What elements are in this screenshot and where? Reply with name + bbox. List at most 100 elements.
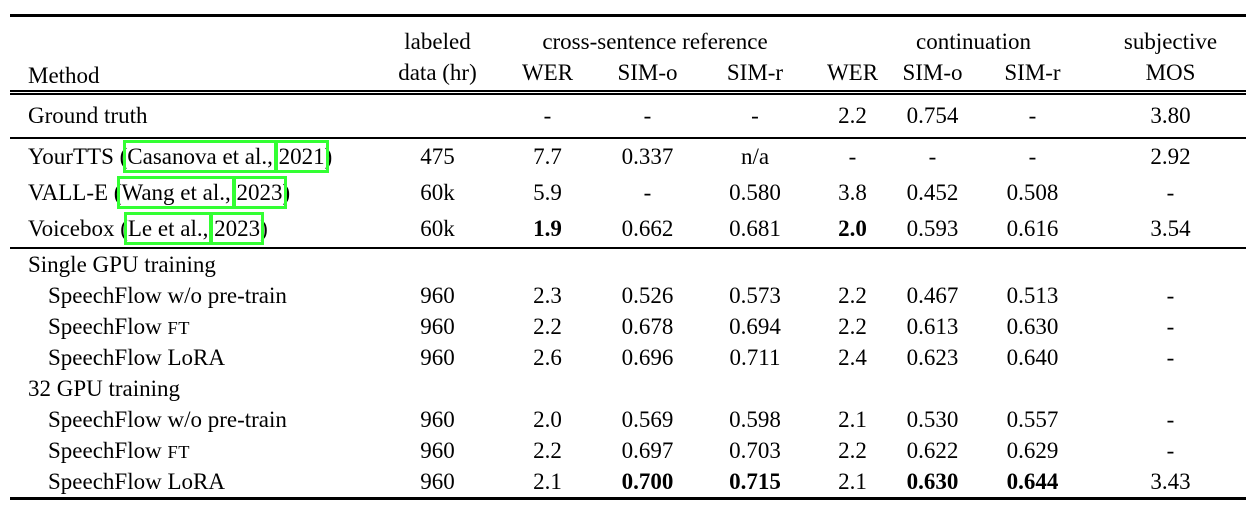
cell: 0.530 [906,406,959,432]
cell: 0.703 [729,437,781,463]
cell: 2.0 [533,406,562,432]
col-header-subjective-line1: subjective [1123,29,1218,54]
cell: - [970,137,1095,175]
cell: 0.616 [1006,216,1059,241]
cell: 5.9 [533,180,562,205]
method-label: Voicebox ( [28,216,128,241]
method-label: SpeechFlow [48,344,168,370]
cell: 0.622 [906,437,959,463]
table-row-yourtts: YourTTS (Casanova et al., 2021) 475 7.7 … [10,137,1246,175]
cell: 0.696 [621,344,674,370]
col-header-sim-o-cross: SIM-o [595,56,700,95]
cell: 2.2 [838,313,867,339]
cell: 2.4 [838,344,867,370]
cell: 960 [420,282,455,308]
citation-link-year[interactable]: 2023 [210,212,265,245]
table-row-ground-truth: Ground truth - - - 2.2 0.754 - 3.80 [10,93,1246,139]
method-cell: SpeechFlow FT [10,435,375,466]
cell: 0.678 [621,313,674,339]
cell: 0.508 [1006,180,1059,205]
method-label-suffix: ) [282,180,291,205]
col-header-method: Method [10,15,375,95]
cell: 475 [375,137,500,175]
method-label-suffix: ) [324,144,333,169]
cell: - [1166,344,1175,370]
cell: 2.1 [533,468,562,494]
cell: 0.593 [906,216,959,241]
cell: 0.452 [906,180,959,205]
cell: 0.337 [595,137,700,175]
col-header-wer-cont: WER [810,56,895,95]
cell: 2.0 [838,216,867,241]
cell: - [751,103,759,128]
method-cell: YourTTS (Casanova et al., 2021) [10,137,375,175]
method-cell: VALL-E (Wang et al., 2023) [10,175,375,211]
cell: - [1028,103,1037,128]
method-cell: SpeechFlow w/o pre-train [48,282,287,308]
cell: 2.6 [533,344,562,370]
cell: 0.694 [729,313,781,339]
col-header-wer-cross: WER [500,56,595,95]
cell: 1.9 [533,216,562,241]
method-cell: Ground truth [28,103,148,128]
cell: 0.630 [906,468,959,494]
cell: 0.513 [1006,282,1059,308]
cell: 0.580 [729,180,781,205]
method-cell: Voicebox (Le et al., 2023) [10,211,375,248]
table-row-speechflow-wo-pretrain-32: SpeechFlow w/o pre-train 960 2.0 0.569 0… [10,404,1246,435]
citation-link-year[interactable]: 2021 [274,140,329,173]
cell: 2.2 [533,437,562,463]
cell: 960 [420,437,455,463]
cell: - [643,180,652,205]
header-row-metrics: data (hr) WER SIM-o SIM-r WER SIM-o SIM-… [10,56,1246,95]
cell: 2.2 [838,282,867,308]
cell: 0.557 [1006,406,1059,432]
method-label: SpeechFlow [48,437,168,463]
paper-table-figure: Method labeled cross-sentence reference … [0,14,1256,526]
col-header-sim-r-cont: SIM-r [970,56,1095,95]
citation-link-year[interactable]: 2023 [232,176,287,209]
table-row-speechflow-lora-32: SpeechFlow LoRA 960 2.1 0.700 0.715 2.1 … [10,466,1246,499]
cell: 3.54 [1150,216,1191,241]
cell: 2.92 [1095,137,1246,175]
cell: 2.2 [838,103,867,128]
cell: 2.2 [533,313,562,339]
table-row-section-single-gpu: Single GPU training [10,247,1246,280]
cell: 0.700 [621,468,674,494]
cell: - [1166,180,1175,205]
cell [375,93,500,139]
citation-link-author[interactable]: Casanova et al., [123,140,277,173]
method-label-lora: LoRA [167,344,225,370]
method-cell: SpeechFlow FT [10,311,375,342]
cell: - [1166,406,1175,432]
cell: - [810,137,895,175]
col-header-labeled-line1: labeled [404,29,471,54]
table-header: Method labeled cross-sentence reference … [10,15,1246,95]
cell: 0.681 [729,216,781,241]
method-cell: SpeechFlow LoRA [10,342,375,373]
cell: 0.598 [729,406,781,432]
cell: - [1166,437,1175,463]
col-header-sim-o-cont: SIM-o [895,56,970,95]
cell: - [643,103,652,128]
table-row-voicebox: Voicebox (Le et al., 2023) 60k 1.9 0.662… [10,211,1246,248]
cell: - [1166,313,1175,339]
citation-link-author[interactable]: Wang et al., [117,176,235,209]
cell: 0.569 [621,406,674,432]
cell: n/a [700,137,810,175]
citation-link-author[interactable]: Le et al., [123,212,213,245]
col-header-mos: MOS [1095,56,1246,95]
cell: 0.640 [1006,344,1059,370]
cell: 0.644 [1006,468,1059,494]
cell: 3.80 [1150,103,1191,128]
method-label: SpeechFlow [48,313,168,339]
cell: 0.629 [1006,437,1059,463]
cell: 0.623 [906,344,959,370]
cell: 0.613 [906,313,959,339]
cell: - [1166,282,1175,308]
table-row-speechflow-ft-32: SpeechFlow FT 960 2.2 0.697 0.703 2.2 0.… [10,435,1246,466]
header-row-groups: Method labeled cross-sentence reference … [10,15,1246,95]
table-row-section-32-gpu: 32 GPU training [10,373,1246,404]
cell: 0.526 [621,282,674,308]
cell: 960 [420,406,455,432]
